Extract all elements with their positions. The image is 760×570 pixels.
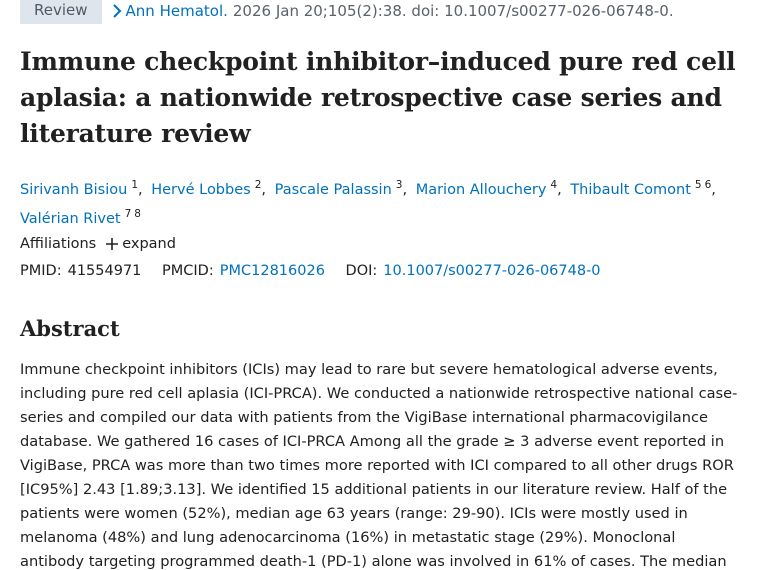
author: Pascale Palassin 3 xyxy=(274,179,411,198)
author: Sirivanh Bisiou 1 xyxy=(20,179,147,198)
author: Hervé Lobbes 2 xyxy=(151,179,270,198)
affiliation-ref[interactable]: 6 xyxy=(704,179,712,191)
publication-type: Review xyxy=(20,0,102,24)
affiliations-label: Affiliations xyxy=(20,236,97,252)
author-link[interactable]: Thibault Comont xyxy=(570,181,691,198)
abstract-text: Immune checkpoint inhibitors (ICIs) may … xyxy=(20,361,738,570)
author-link[interactable]: Sirivanh Bisiou xyxy=(20,181,128,198)
journal-link[interactable]: Ann Hematol. xyxy=(125,2,228,20)
affiliations: Affiliations expand xyxy=(20,236,176,252)
chevron-icon xyxy=(112,4,121,18)
affiliation-ref[interactable]: 4 xyxy=(550,179,558,191)
affiliation-ref[interactable]: 2 xyxy=(254,179,262,191)
author-link[interactable]: Pascale Palassin xyxy=(274,181,392,198)
author-link[interactable]: Hervé Lobbes xyxy=(151,181,251,198)
author: Valérian Rivet 7 8 xyxy=(20,207,141,227)
author: Thibault Comont 5 6 xyxy=(570,179,720,198)
identifiers: PMID: 41554971 PMCID: PMC12816026 DOI: 10.1… xyxy=(20,263,601,279)
pmcid-link[interactable]: PMC12816026 xyxy=(219,263,325,279)
affiliation-ref[interactable]: 8 xyxy=(134,207,141,220)
affiliation-ref[interactable]: 3 xyxy=(395,179,403,191)
citation-bar: Review Ann Hematol. 2026 Jan 20;105(2):3… xyxy=(20,0,674,26)
abstract-heading: Abstract xyxy=(20,316,120,341)
pmid-label: PMID: xyxy=(20,263,62,279)
author-link[interactable]: Marion Allouchery xyxy=(415,181,547,198)
pmid: 41554971 xyxy=(67,263,142,279)
affiliation-ref[interactable]: 5 xyxy=(694,179,702,191)
affiliation-ref[interactable]: 1 xyxy=(131,179,138,191)
author: Marion Allouchery 4 xyxy=(415,179,566,198)
doi-label: DOI: xyxy=(345,263,378,279)
expand-toggle[interactable]: expand xyxy=(122,236,176,252)
author-link[interactable]: Valérian Rivet xyxy=(20,210,121,227)
affiliation-ref[interactable]: 7 xyxy=(124,207,132,220)
article-title: Immune checkpoint inhibitor–induced pure… xyxy=(20,47,736,148)
citation: 2026 Jan 20;105(2):38. doi: 10.1007/s002… xyxy=(232,2,674,20)
plus-icon[interactable] xyxy=(106,238,119,250)
pmcid-label: PMCID: xyxy=(162,263,214,279)
doi-link[interactable]: 10.1007/s00277-026-06748-0 xyxy=(383,263,601,279)
